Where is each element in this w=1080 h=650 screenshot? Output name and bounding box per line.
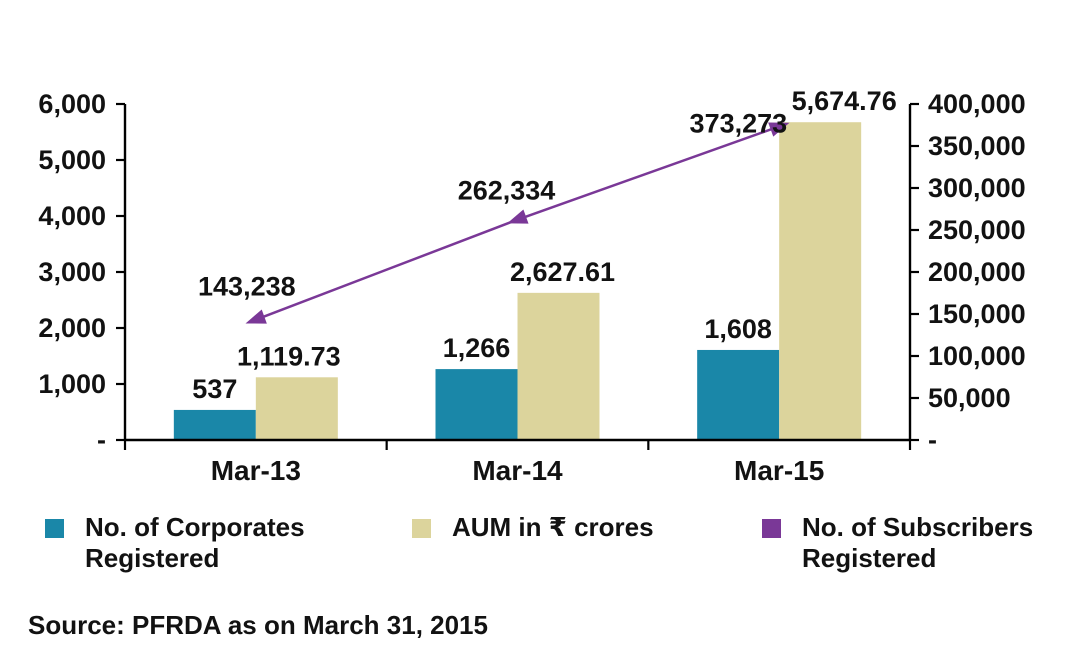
bar-aum-Mar-14 bbox=[517, 292, 600, 440]
right-axis-tick-label: 150,000 bbox=[928, 299, 1026, 329]
legend-item-subscribers: No. of Subscribers Registered bbox=[762, 512, 1033, 574]
x-axis-category-label: Mar-14 bbox=[472, 455, 563, 486]
right-axis-tick-label: 300,000 bbox=[928, 173, 1026, 203]
line-label-Mar-14: 262,334 bbox=[458, 176, 556, 206]
legend-label-line: AUM in ₹ crores bbox=[452, 512, 654, 542]
left-axis-tick-label: 4,000 bbox=[38, 201, 106, 231]
right-axis-tick-label: 200,000 bbox=[928, 257, 1026, 287]
bar-label-corporates-Mar-15: 1,608 bbox=[704, 314, 772, 344]
bar-aum-Mar-15 bbox=[779, 122, 862, 440]
chart-canvas: 537 1,266 1,608 1,119.73 2,627.61 5,674.76 143… bbox=[38, 86, 1026, 486]
bar-label-aum-Mar-15: 5,674.76 bbox=[792, 86, 897, 116]
bar-corporates-Mar-14 bbox=[435, 369, 518, 440]
subscribers-marker-Mar-15 bbox=[768, 122, 790, 137]
right-axis-tick-label: 50,000 bbox=[928, 383, 1011, 413]
legend-label-line: No. of Corporates bbox=[85, 512, 305, 542]
subscribers-series-swatch bbox=[762, 519, 781, 538]
bar-label-aum-Mar-13: 1,119.73 bbox=[237, 341, 341, 371]
legend-label-line: Registered bbox=[802, 543, 937, 573]
right-axis-tick-label: 100,000 bbox=[928, 341, 1026, 371]
legend-label-subscribers: No. of Subscribers Registered bbox=[802, 512, 1033, 574]
right-axis-tick-label: 250,000 bbox=[928, 215, 1026, 245]
right-axis-tick-label: - bbox=[928, 425, 937, 455]
source-note: Source: PFRDA as on March 31, 2015 bbox=[28, 610, 488, 640]
legend-label-line: No. of Subscribers bbox=[802, 512, 1034, 542]
corporates-series-swatch bbox=[45, 519, 64, 538]
bar-label-corporates-Mar-13: 537 bbox=[192, 374, 237, 404]
left-axis-tick-label: - bbox=[97, 425, 106, 455]
x-axis-category-label: Mar-13 bbox=[211, 455, 301, 486]
left-axis-tick-label: 2,000 bbox=[38, 313, 106, 343]
bar-aum-Mar-13 bbox=[255, 377, 338, 440]
left-axis-tick-label: 6,000 bbox=[38, 89, 106, 119]
legend-label-line: Registered bbox=[85, 543, 220, 573]
bar-corporates-Mar-15 bbox=[697, 349, 780, 440]
legend-label-aum: AUM in ₹ crores bbox=[452, 512, 654, 543]
right-axis-tick-label: 350,000 bbox=[928, 131, 1026, 161]
left-axis-tick-label: 3,000 bbox=[38, 257, 106, 287]
legend-label-corporates: No. of Corporates Registered bbox=[85, 512, 305, 574]
bar-label-aum-Mar-14: 2,627.61 bbox=[510, 257, 615, 287]
legend-item-corporates: No. of Corporates Registered bbox=[45, 512, 305, 574]
subscribers-marker-Mar-13 bbox=[245, 309, 267, 324]
left-axis-tick-label: 1,000 bbox=[38, 369, 106, 399]
line-label-Mar-13: 143,238 bbox=[198, 272, 296, 302]
x-axis-category-label: Mar-15 bbox=[734, 455, 824, 486]
left-axis-tick-label: 5,000 bbox=[38, 145, 106, 175]
subscribers-marker-Mar-14 bbox=[507, 209, 529, 224]
right-axis-tick-label: 400,000 bbox=[928, 89, 1026, 119]
bar-label-corporates-Mar-14: 1,266 bbox=[443, 333, 511, 363]
line-label-Mar-15: 373,273 bbox=[690, 108, 788, 138]
legend-item-aum: AUM in ₹ crores bbox=[412, 512, 654, 543]
aum-series-swatch bbox=[412, 519, 431, 538]
bar-corporates-Mar-13 bbox=[173, 409, 256, 440]
